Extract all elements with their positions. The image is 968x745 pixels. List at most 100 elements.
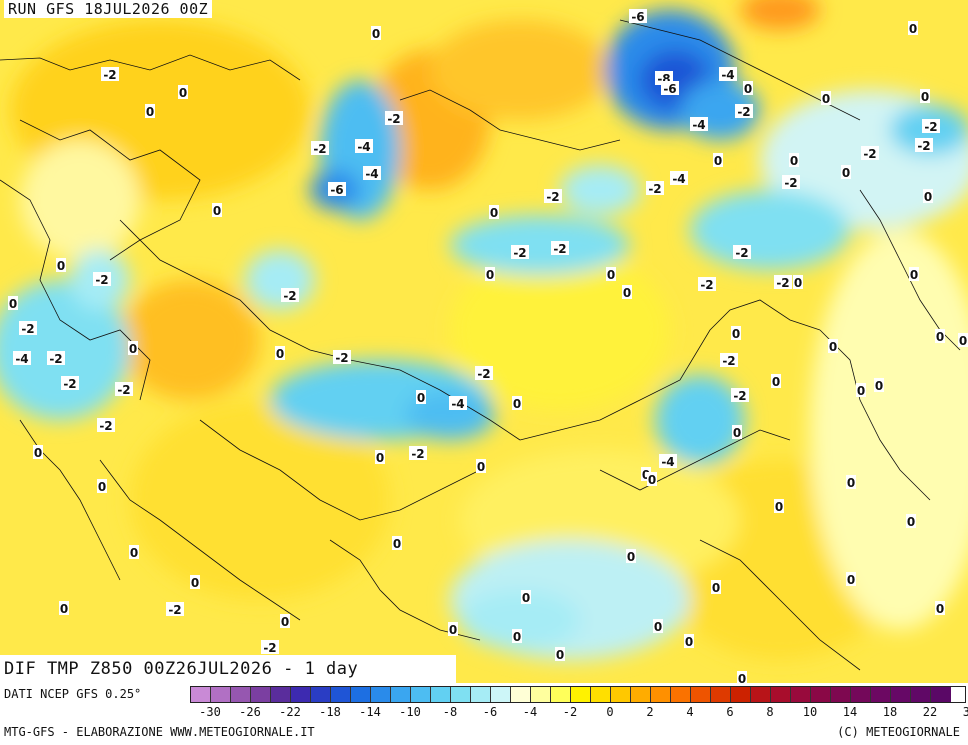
contour-label: 0 <box>375 450 385 465</box>
contour-label: 0 <box>555 647 565 662</box>
contour-label-text: 0 <box>857 384 865 398</box>
legend-color-swatch <box>251 687 271 702</box>
contour-label-text: 0 <box>772 375 780 389</box>
copyright-text: (C) METEOGIORNALE <box>837 725 960 739</box>
contour-label-background <box>906 514 916 528</box>
legend-tick-label: 18 <box>882 705 898 719</box>
contour-label: -2 <box>782 175 800 190</box>
legend-color-swatch <box>751 687 771 702</box>
contour-label: 0 <box>713 153 723 168</box>
contour-label-text: -2 <box>387 112 400 126</box>
contour-label-background <box>93 272 111 286</box>
contour-label-text: 0 <box>513 630 521 644</box>
contour-label-background <box>61 376 79 390</box>
contour-label: -4 <box>363 166 381 181</box>
legend-color-swatch <box>671 687 691 702</box>
anomaly-field <box>0 0 968 660</box>
contour-label-text: 0 <box>907 515 915 529</box>
contour-label-text: -2 <box>63 377 76 391</box>
legend-tick-label: 22 <box>922 705 938 719</box>
contour-label-background <box>606 267 616 281</box>
contour-label-text: 0 <box>790 154 798 168</box>
contour-label-background <box>281 288 299 302</box>
legend-color-swatch <box>851 687 871 702</box>
contour-label: -2 <box>311 141 329 156</box>
legend-tick-label: 0 <box>606 705 614 719</box>
contour-label-background <box>733 245 751 259</box>
contour-label: 0 <box>371 26 381 41</box>
temperature-anomaly-map[interactable]: -6 0 0 -2 0 0 -8 -6 -4 0 -2 0 0 -4 -2 -2 -4 -4 -6 0 0 -2 -2 -2-… <box>0 0 968 683</box>
contour-label-text: -4 <box>661 455 674 469</box>
contour-label-background <box>166 602 184 616</box>
contour-label-text: -4 <box>721 68 734 82</box>
contour-label-text: 0 <box>936 330 944 344</box>
contour-label-background <box>178 85 188 99</box>
legend-color-swatch <box>691 687 711 702</box>
contour-label-text: 0 <box>34 446 42 460</box>
contour-label: 0 <box>59 601 69 616</box>
contour-label-text: 0 <box>714 154 722 168</box>
contour-label-text: 0 <box>642 468 650 482</box>
contour-label-background <box>551 241 569 255</box>
legend-tick-label: -18 <box>319 705 341 719</box>
contour-label-text: 0 <box>875 379 883 393</box>
contour-label-background <box>846 475 856 489</box>
legend-tick-label: -10 <box>399 705 421 719</box>
contour-label-background <box>128 341 138 355</box>
contour-label: -2 <box>646 181 664 196</box>
contour-label-background <box>641 467 651 481</box>
contour-label-text: -2 <box>648 182 661 196</box>
contour-label-text: -4 <box>672 172 685 186</box>
contour-label: 0 <box>684 634 694 649</box>
legend-color-swatch <box>611 687 631 702</box>
legend-color-swatch <box>831 687 851 702</box>
contour-label-text: -4 <box>365 167 378 181</box>
contour-label: 0 <box>512 629 522 644</box>
legend-color-swatch <box>471 687 491 702</box>
contour-label: -2 <box>409 446 427 461</box>
contour-label: 0 <box>641 467 651 482</box>
contour-label-text: 0 <box>556 648 564 662</box>
contour-label-background <box>713 153 723 167</box>
legend-tick-label: 8 <box>766 705 774 719</box>
legend-color-swatch <box>531 687 551 702</box>
contour-label-text: 0 <box>281 615 289 629</box>
legend-color-swatch <box>771 687 791 702</box>
contour-label: 0 <box>958 333 968 348</box>
contour-label-text: 0 <box>57 259 65 273</box>
legend-tick-label: -8 <box>442 705 458 719</box>
footer: DATI NCEP GFS 0.25° -30 -26 -22 -18 -14 -10 -8… <box>0 683 968 745</box>
data-source-text: DATI NCEP GFS 0.25° <box>4 687 142 701</box>
contour-label: -2 <box>698 277 716 292</box>
contour-label: 0 <box>935 601 945 616</box>
legend-tick-label: -2 <box>562 705 578 719</box>
contour-label-background <box>731 326 741 340</box>
contour-label-background <box>512 629 522 643</box>
contour-label-background <box>670 171 688 185</box>
legend-tick-label: -4 <box>522 705 538 719</box>
contour-label: 0 <box>647 472 657 487</box>
contour-label: 0 <box>606 267 616 282</box>
contour-label: 0 <box>732 425 742 440</box>
contour-label: 0 <box>793 275 803 290</box>
contour-label: -4 <box>13 351 31 366</box>
contour-label-background <box>923 189 933 203</box>
contour-label-text: 0 <box>733 426 741 440</box>
contour-label-text: 0 <box>276 347 284 361</box>
contour-label: 0 <box>212 203 222 218</box>
contour-label-text: 0 <box>417 391 425 405</box>
contour-label: 0 <box>448 622 458 637</box>
legend-tick-label: 6 <box>726 705 734 719</box>
contour-labels: -60 0-200-8-6-40-20 0-4-2-2 -4-4-60 0 -2-2-2-… <box>8 9 968 683</box>
contour-label-text: 0 <box>9 297 17 311</box>
contour-label: 0 <box>789 153 799 168</box>
contour-label-background <box>115 382 133 396</box>
contour-label: 0 <box>622 285 632 300</box>
contour-label: -6 <box>629 9 647 24</box>
contour-label-text: 0 <box>685 635 693 649</box>
contour-label: 0 <box>626 549 636 564</box>
contour-label-background <box>33 445 43 459</box>
contour-label-text: -2 <box>283 289 296 303</box>
contour-label: -2 <box>551 241 569 256</box>
contour-label: 0 <box>856 383 866 398</box>
